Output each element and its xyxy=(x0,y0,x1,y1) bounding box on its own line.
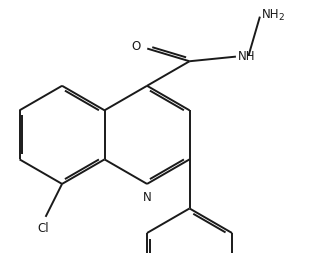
Text: NH: NH xyxy=(238,50,256,63)
Text: NH: NH xyxy=(262,8,279,21)
Text: Cl: Cl xyxy=(38,221,49,234)
Text: O: O xyxy=(131,40,140,53)
Text: 2: 2 xyxy=(278,13,284,22)
Text: N: N xyxy=(143,191,152,204)
